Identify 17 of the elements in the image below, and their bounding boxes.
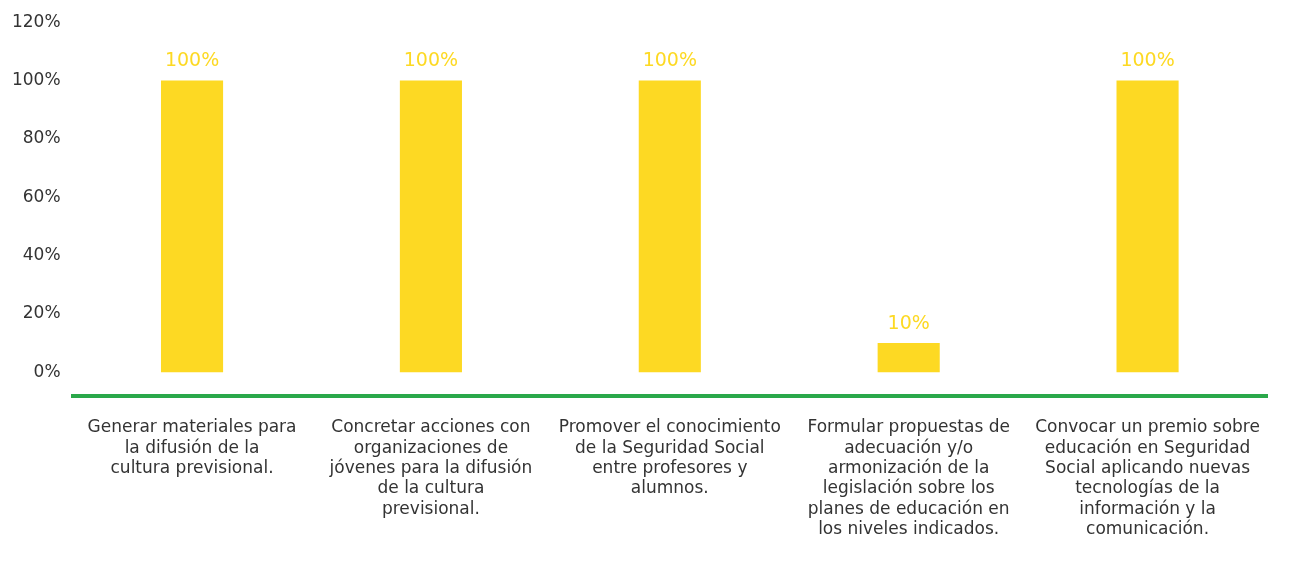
y-tick-label: 0% — [33, 360, 61, 381]
data-label: 100% — [1120, 47, 1175, 70]
x-tick-label: Convocar un premio sobre educación en Seguridad Social aplicando nuevas tecnologías de la información y la comunicación. — [1035, 416, 1260, 539]
y-tick-label: 60% — [22, 185, 61, 206]
y-tick-label: 20% — [22, 302, 61, 323]
x-tick-label: Concretar acciones con organizaciones de jóvenes para la difusión de la cultura previsional. — [328, 416, 533, 518]
data-label: 100% — [164, 47, 220, 70]
data-label: 100% — [642, 47, 697, 70]
x-tick-label: Formular propuestas de adecuación y/o armonización de la legislación sobre los planes de educación en los niveles indicados. — [807, 416, 1010, 539]
y-tick-label: 80% — [22, 127, 61, 148]
data-label: 10% — [887, 310, 930, 333]
y-tick-label: 120% — [11, 10, 61, 31]
y-tick-label: 100% — [11, 68, 61, 89]
x-tick-label: Promover el conocimiento de la Seguridad Social entre profesores y alumnos. — [558, 416, 781, 498]
data-label: 100% — [403, 47, 459, 70]
y-tick-label: 40% — [22, 244, 61, 264]
x-tick-label: Generar materiales para la difusión de la cultura previsional. — [87, 416, 297, 478]
